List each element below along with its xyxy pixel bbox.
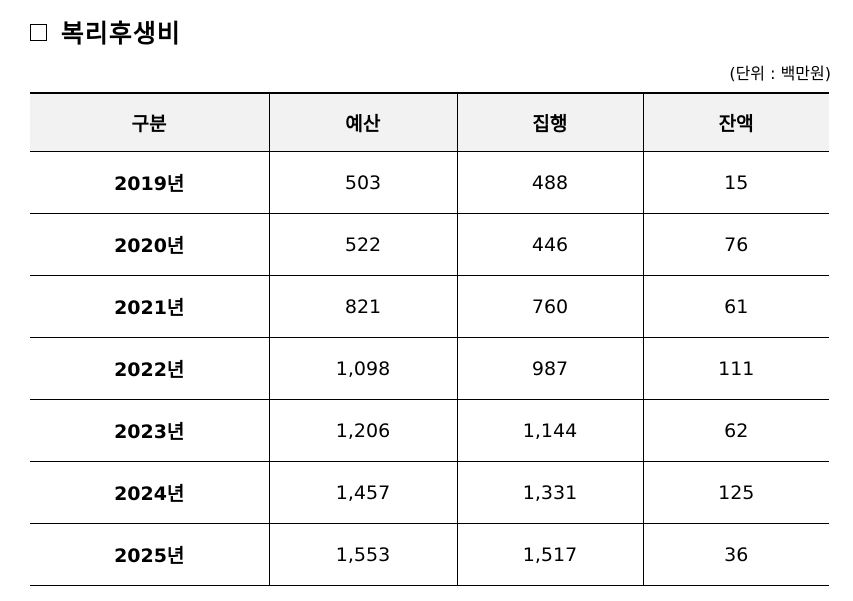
table-row: 2019년 503 488 15	[30, 151, 829, 214]
budget-cell: 503	[268, 151, 457, 214]
table-row: 2025년 1,553 1,517 36	[30, 523, 829, 586]
year-cell: 2021년	[30, 275, 269, 338]
execution-cell: 488	[456, 151, 643, 214]
balance-cell: 61	[642, 275, 829, 338]
budget-cell: 1,553	[268, 523, 457, 586]
balance-cell: 125	[642, 461, 829, 524]
welfare-expense-table: 구분 예산 집행 잔액 2019년 503 488 15 2020년 522 4…	[30, 92, 829, 586]
header-balance: 잔액	[642, 92, 829, 152]
table-row: 2020년 522 446 76	[30, 213, 829, 276]
balance-cell: 76	[642, 213, 829, 276]
table-row: 2023년 1,206 1,144 62	[30, 399, 829, 462]
year-cell: 2022년	[30, 337, 269, 400]
table-row: 2021년 821 760 61	[30, 275, 829, 338]
execution-cell: 760	[456, 275, 643, 338]
unit-note: (단위 : 백만원)	[729, 64, 831, 83]
execution-cell: 446	[456, 213, 643, 276]
year-cell: 2023년	[30, 399, 269, 462]
budget-cell: 522	[268, 213, 457, 276]
budget-cell: 1,098	[268, 337, 457, 400]
execution-cell: 1,144	[456, 399, 643, 462]
budget-cell: 1,206	[268, 399, 457, 462]
year-cell: 2024년	[30, 461, 269, 524]
balance-cell: 36	[642, 523, 829, 586]
title-text: 복리후생비	[61, 19, 182, 48]
year-cell: 2020년	[30, 213, 269, 276]
empty-square-icon	[30, 23, 47, 41]
table-header-row: 구분 예산 집행 잔액	[30, 92, 829, 152]
balance-cell: 62	[642, 399, 829, 462]
year-cell: 2019년	[30, 151, 269, 214]
header-budget: 예산	[268, 92, 457, 152]
section-title: 복리후생비	[30, 14, 181, 50]
table-row: 2022년 1,098 987 111	[30, 337, 829, 400]
execution-cell: 1,331	[456, 461, 643, 524]
execution-cell: 1,517	[456, 523, 643, 586]
balance-cell: 15	[642, 151, 829, 214]
header-category: 구분	[30, 92, 269, 152]
header-execution: 집행	[456, 92, 643, 152]
budget-cell: 1,457	[268, 461, 457, 524]
table-row: 2024년 1,457 1,331 125	[30, 461, 829, 524]
budget-cell: 821	[268, 275, 457, 338]
execution-cell: 987	[456, 337, 643, 400]
balance-cell: 111	[642, 337, 829, 400]
year-cell: 2025년	[30, 523, 269, 586]
